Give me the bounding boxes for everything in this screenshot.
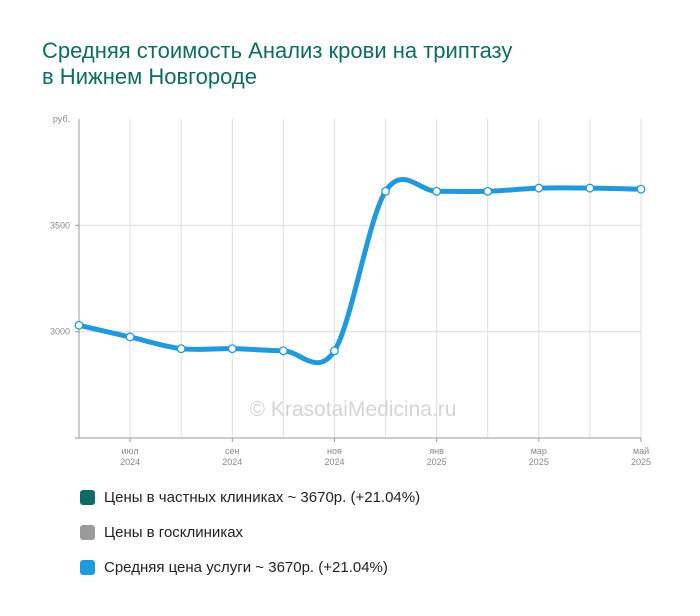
x-tick-label-month: мар (531, 446, 547, 456)
legend-swatch-average (80, 559, 95, 575)
data-point (176, 344, 186, 354)
legend-swatch-private (80, 489, 95, 505)
chart-title-line-2: в Нижнем Новгороде (42, 64, 257, 89)
legend-label-public: Цены в госклиниках (104, 523, 244, 541)
legend-label-private: Цены в частных клиниках ~ 3670р. (+21.04… (104, 488, 421, 506)
x-tick-label-month: ноя (327, 446, 342, 456)
data-point (585, 183, 595, 193)
x-tick-label-month: янв (429, 446, 444, 456)
data-point (330, 346, 339, 356)
data-point (74, 320, 84, 330)
data-point (125, 332, 135, 342)
chart-title-line-1: Средняя стоимость Анализ крови на трипта… (42, 38, 513, 63)
x-tick-label-year: 2024 (222, 457, 242, 467)
x-tick-label-year: 2025 (631, 457, 651, 467)
chart-title: Средняя стоимость Анализ крови на трипта… (42, 38, 662, 90)
data-point (227, 344, 237, 354)
x-tick-label-year: 2024 (120, 457, 140, 467)
data-point (381, 186, 390, 196)
y-axis-unit-label: руб. (53, 114, 70, 124)
y-tick-label: 3000 (50, 327, 70, 337)
data-point (483, 186, 493, 196)
legend-item-private[interactable]: Цены в частных клиниках ~ 3670р. (+21.04… (80, 488, 420, 506)
x-tick-label-month: июл (122, 446, 139, 456)
series (76, 177, 644, 366)
x-tick-label-month: май (633, 446, 649, 456)
watermark: © KrasotaiMedicina.ru (250, 398, 457, 421)
x-tick-label-year: 2025 (529, 457, 549, 467)
y-tick-label: 3500 (50, 220, 70, 230)
data-points (74, 183, 646, 356)
legend-item-average[interactable]: Средняя цена услуги ~ 3670р. (+21.04%) (80, 558, 420, 576)
x-tick-label-month: сен (225, 446, 240, 456)
price-chart: 30003500руб.июл2024сен2024ноя2024янв2025… (50, 114, 651, 467)
grid (79, 119, 642, 438)
data-point (432, 186, 442, 196)
series-line-average (76, 177, 644, 366)
x-tick-label-year: 2025 (427, 457, 447, 467)
legend-label-average: Средняя цена услуги ~ 3670р. (+21.04%) (104, 558, 388, 576)
legend-swatch-public (80, 524, 95, 540)
legend: Цены в частных клиниках ~ 3670р. (+21.04… (80, 488, 420, 593)
axes: 30003500руб.июл2024сен2024ноя2024янв2025… (50, 114, 651, 467)
data-point (278, 346, 288, 356)
legend-item-public[interactable]: Цены в госклиниках (80, 523, 420, 541)
data-point (534, 183, 544, 193)
x-tick-label-year: 2024 (324, 457, 344, 467)
data-point (636, 184, 646, 194)
